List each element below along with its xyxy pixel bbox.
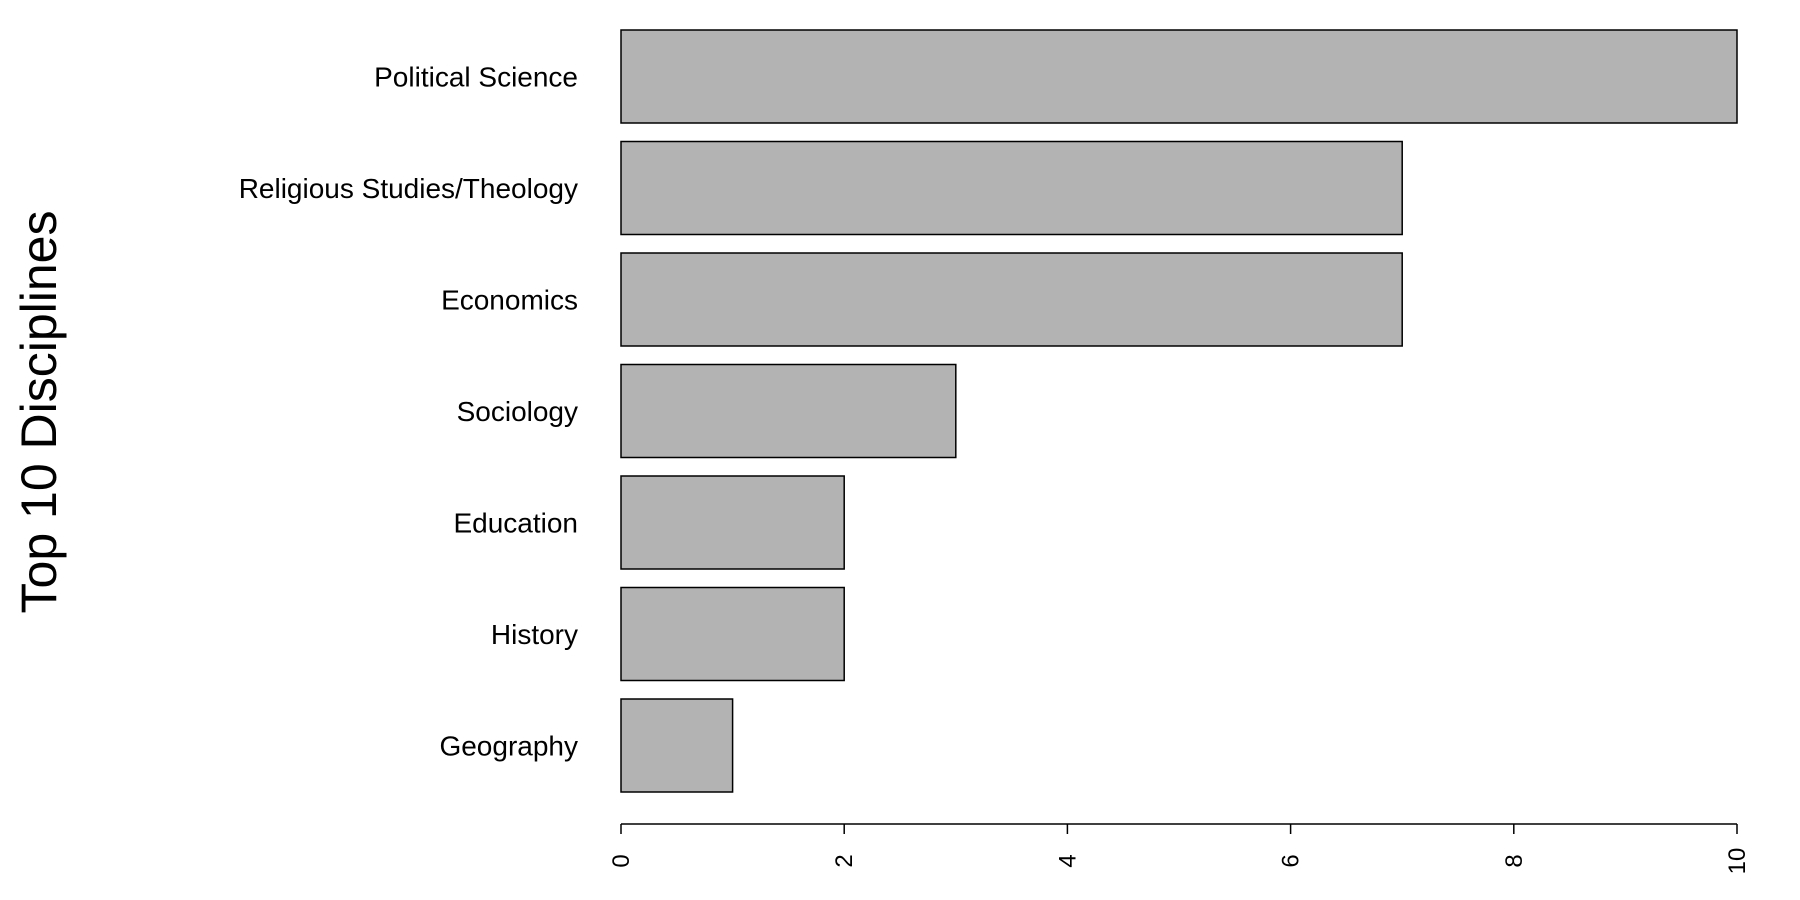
bars-group: [620, 29, 1738, 793]
category-label: Religious Studies/Theology: [239, 173, 578, 204]
x-tick-label: 6: [1278, 854, 1305, 867]
bar: [620, 252, 1403, 347]
category-label: History: [491, 619, 578, 650]
x-axis: 0 2 4 6 8 10: [608, 823, 1751, 875]
x-tick-label: 2: [831, 854, 858, 867]
bar: [620, 363, 957, 459]
category-label: Sociology: [457, 396, 578, 427]
category-label: Geography: [439, 731, 578, 762]
bar: [620, 475, 845, 570]
bar: [620, 698, 734, 793]
bar: [620, 586, 845, 682]
x-tick-label: 10: [1724, 848, 1751, 875]
bar: [620, 29, 1738, 124]
x-tick-label: 8: [1501, 854, 1528, 867]
y-axis-label: Top 10 Disciplines: [11, 211, 67, 614]
category-label: Political Science: [374, 62, 578, 93]
category-label: Economics: [441, 285, 578, 316]
x-tick-label: 0: [608, 854, 635, 867]
category-labels-group: Political Science Religious Studies/Theol…: [239, 62, 578, 762]
category-label: Education: [453, 508, 578, 539]
x-tick-label: 4: [1054, 854, 1081, 867]
bar: [620, 140, 1403, 236]
